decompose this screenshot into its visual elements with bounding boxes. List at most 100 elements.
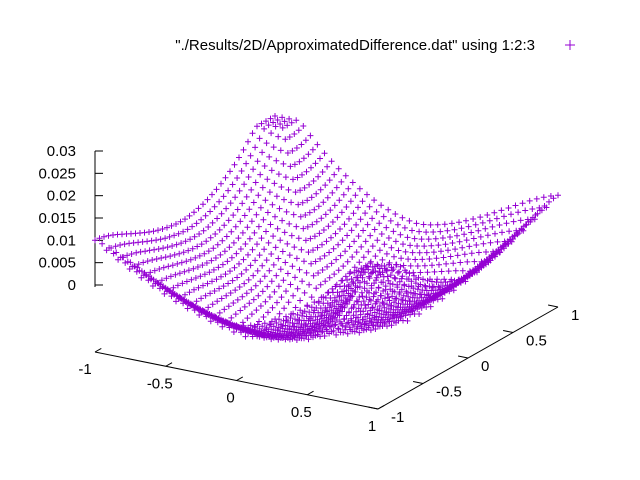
data-point [391,299,397,306]
data-point [261,320,268,327]
data-point [430,249,437,256]
data-point [344,232,351,239]
data-point [366,203,373,210]
data-point [179,280,186,287]
data-point [155,280,162,287]
data-point [286,134,293,140]
data-point [344,320,351,327]
data-point [210,266,217,273]
data-point [228,314,235,321]
data-point [204,280,211,287]
data-point [385,305,392,312]
data-point [266,321,273,328]
data-point [335,326,342,333]
data-point [216,285,223,292]
data-point [347,198,354,205]
data-point [308,164,314,171]
data-point [331,322,338,329]
data-point [264,283,271,290]
data-point [426,283,433,290]
data-point [359,198,366,205]
data-point [281,229,288,236]
data-point [255,192,262,199]
data-point [268,318,275,325]
data-point [515,209,522,216]
data-point [273,157,280,164]
data-point [349,321,356,328]
data-point [412,290,419,297]
data-point [400,262,407,269]
data-point [364,221,371,228]
data-point [265,309,271,316]
data-point [137,248,144,255]
data-point [151,267,158,274]
data-point [445,247,451,254]
data-point [238,270,245,277]
data-point [347,326,354,333]
data-point [254,241,260,248]
data-point [355,298,361,305]
data-point [439,295,446,302]
data-point [296,317,303,323]
data-point [250,296,257,303]
data-point [322,211,329,218]
data-point [429,278,435,285]
data-point [106,244,113,251]
data-point [292,304,299,311]
data-point [259,262,266,269]
data-point [362,238,369,245]
data-point [234,296,241,303]
data-point [247,322,254,329]
data-point [205,304,212,311]
data-point [348,276,355,282]
data-point [419,256,426,263]
data-point [110,250,117,257]
data-point [378,231,385,237]
data-point [461,251,468,258]
data-point [326,177,333,184]
data-point [502,241,509,248]
data-point [172,271,179,278]
data-point [195,205,202,212]
data-point [193,220,200,227]
data-point [343,312,350,319]
data-point [506,228,513,235]
data-point [396,278,403,285]
data-point [362,305,369,312]
data-point [398,255,405,262]
data-point [440,254,447,261]
data-point [254,321,261,328]
legend-label: "./Results/2D/ApproximatedDifference.dat… [175,37,535,54]
data-point [299,199,306,206]
data-point [248,186,255,193]
data-point [150,228,157,235]
data-point [262,298,269,305]
data-point [383,267,390,274]
data-point [437,228,444,235]
data-point [324,263,331,270]
data-point [254,158,261,165]
data-point [355,204,361,211]
data-point [287,281,294,288]
data-point [214,215,221,222]
data-point [367,327,374,334]
data-point [333,331,340,338]
data-point [275,133,282,140]
data-point [230,212,237,219]
data-point [335,325,342,332]
data-point [243,266,250,273]
data-point [369,312,376,319]
data-point [396,291,403,297]
data-point [157,236,164,243]
data-point [256,135,263,142]
data-point [372,268,379,274]
data-point [178,259,185,266]
data-point [168,293,175,300]
data-point [294,311,301,318]
data-point [349,279,356,285]
data-point [239,319,246,326]
data-point [121,241,128,248]
data-point [198,241,205,248]
data-point [256,252,263,259]
data-point [266,189,273,196]
